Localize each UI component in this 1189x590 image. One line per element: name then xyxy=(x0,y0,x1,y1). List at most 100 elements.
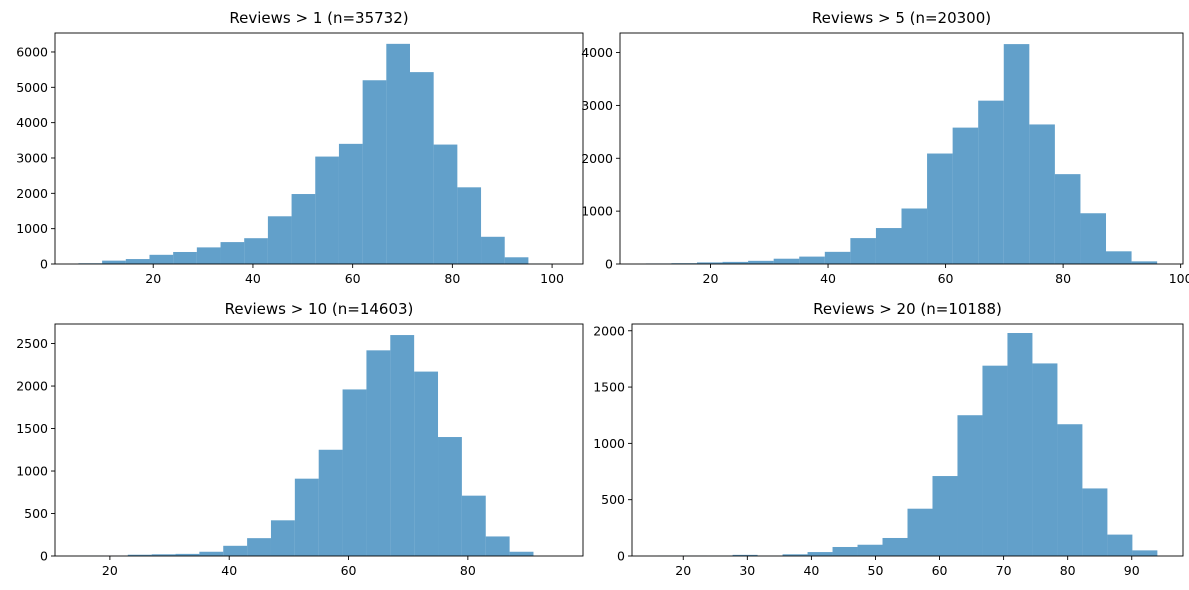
histogram-bar xyxy=(927,153,953,264)
x-tick-label: 100 xyxy=(1169,271,1189,286)
x-tick-label: 20 xyxy=(675,563,691,578)
histogram-bar xyxy=(857,544,883,556)
y-tick-label: 1000 xyxy=(16,221,48,236)
x-tick-label: 70 xyxy=(996,563,1012,578)
histogram-bar xyxy=(127,554,152,556)
histogram-bar xyxy=(461,495,486,556)
x-tick-label: 60 xyxy=(938,271,954,286)
subplot-1: 20 40 60 80 1000100020003000400050006000Revi… xyxy=(16,9,584,286)
y-tick-label: 0 xyxy=(40,549,48,564)
x-tick-label: 80 xyxy=(1055,271,1071,286)
histogram-bar xyxy=(978,100,1004,264)
histogram-bar xyxy=(438,437,462,556)
histogram-bar xyxy=(1003,44,1030,264)
histogram-bar xyxy=(901,208,928,264)
histogram-bar xyxy=(1032,363,1058,556)
histogram-bar xyxy=(433,144,458,264)
histogram-bar xyxy=(773,258,800,264)
y-tick-label: 500 xyxy=(601,492,625,507)
histogram-bar xyxy=(982,365,1008,556)
histogram-bar xyxy=(173,251,197,264)
subplot-title: Reviews > 1 (n=35732) xyxy=(229,9,408,27)
y-tick-label: 1500 xyxy=(593,380,625,395)
y-tick-label: 2000 xyxy=(16,379,48,394)
histogram-bar xyxy=(875,228,902,264)
histogram-bar xyxy=(1029,124,1055,264)
histogram-bar xyxy=(390,335,415,556)
x-tick-label: 40 xyxy=(221,563,237,578)
histogram-bars xyxy=(80,335,534,556)
y-tick-label: 6000 xyxy=(16,44,48,59)
histogram-bar xyxy=(832,546,858,556)
histogram-bars xyxy=(645,44,1158,265)
histogram-bar xyxy=(267,216,292,264)
y-tick-label: 2000 xyxy=(16,186,48,201)
histogram-bar xyxy=(850,238,876,264)
histogram-bar xyxy=(270,520,295,556)
x-tick-label: 50 xyxy=(868,563,884,578)
histogram-bar xyxy=(102,260,126,264)
histogram-bar xyxy=(1082,488,1108,556)
y-tick-label: 500 xyxy=(24,506,48,521)
histogram-bar xyxy=(782,554,808,556)
y-tick-label: 1500 xyxy=(16,421,48,436)
histogram-bar xyxy=(414,371,439,556)
histogram-bar xyxy=(199,551,224,556)
y-tick-label: 5000 xyxy=(16,80,48,95)
histogram-bar xyxy=(907,508,933,556)
histogram-bar xyxy=(807,552,833,556)
y-tick-label: 4000 xyxy=(581,45,613,60)
x-tick-label: 90 xyxy=(1124,563,1140,578)
histogram-bar xyxy=(149,254,174,264)
histogram-bar xyxy=(409,72,434,265)
histogram-bar xyxy=(196,247,221,264)
axes-frame xyxy=(619,32,1184,265)
histogram-bar xyxy=(294,478,319,556)
axes-frame xyxy=(631,323,1184,557)
subplot-3: 20 40 60 80 0 500 1000 1500 2000 2500 Reviews > 10… xyxy=(16,300,584,578)
histogram-bar xyxy=(220,242,245,264)
histogram-bar xyxy=(696,262,723,264)
histogram-bar xyxy=(722,261,749,264)
y-tick-label: 2500 xyxy=(16,336,48,351)
histogram-bar xyxy=(504,257,529,264)
histogram-bar xyxy=(1057,424,1083,556)
histogram-bar xyxy=(1132,550,1158,556)
histogram-bar xyxy=(957,415,983,556)
histogram-bar xyxy=(1007,333,1033,556)
histogram-bar xyxy=(315,156,339,264)
histogram-bar xyxy=(366,350,391,556)
y-tick-label: 4000 xyxy=(16,115,48,130)
histogram-bar xyxy=(748,260,774,264)
histogram-bar xyxy=(1107,534,1133,556)
histogram-bar xyxy=(882,537,908,556)
histogram-bar xyxy=(1131,261,1158,264)
axes-frame xyxy=(54,32,584,265)
histogram-bar xyxy=(151,554,176,556)
subplot-title: Reviews > 20 (n=10188) xyxy=(813,300,1002,318)
histogram-bar xyxy=(125,259,150,264)
histogram-bars xyxy=(657,333,1158,556)
y-tick-label: 2000 xyxy=(593,323,625,338)
x-tick-label: 100 xyxy=(540,271,564,286)
subplot-4: 20 30 40 50 60 70 80 90 0 500 1000 1500 2000 Reviews … xyxy=(593,300,1184,578)
histogram-bar xyxy=(1106,251,1132,264)
histogram-bar xyxy=(342,389,367,556)
subplot-title: Reviews > 5 (n=20300) xyxy=(812,9,991,27)
y-tick-label: 2000 xyxy=(581,151,613,166)
axes-frame xyxy=(54,323,584,557)
histogram-bar xyxy=(247,538,271,556)
histogram-bars xyxy=(78,43,553,265)
histogram-bar xyxy=(386,43,410,264)
histogram-bar xyxy=(362,80,387,264)
histogram-bar xyxy=(824,251,851,264)
histogram-bar xyxy=(952,127,979,265)
x-tick-label: 80 xyxy=(460,563,476,578)
histogram-bar xyxy=(175,553,200,556)
histogram-bar xyxy=(338,143,363,264)
x-tick-label: 20 xyxy=(145,271,161,286)
histogram-bar xyxy=(1080,213,1107,264)
x-tick-label: 60 xyxy=(345,271,361,286)
x-tick-label: 80 xyxy=(444,271,460,286)
